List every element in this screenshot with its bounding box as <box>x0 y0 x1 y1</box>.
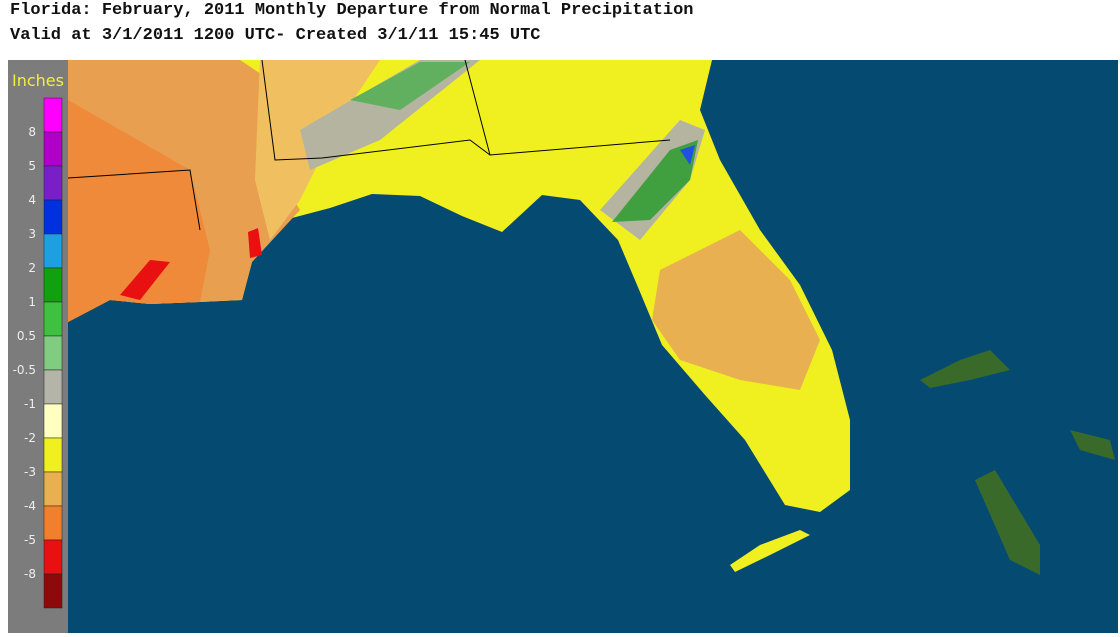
state-border <box>67 169 201 231</box>
legend-label: 0.5 <box>17 329 36 343</box>
legend-label: -4 <box>24 499 36 513</box>
gray-band <box>300 60 480 170</box>
legend-title: Inches <box>12 71 64 90</box>
orange-west-dark <box>68 100 210 322</box>
legend-swatch <box>43 471 63 507</box>
legend: 8 5 4 3 2 1 0.5 -0.5 -1 -2 -3 -4 -5 -8 <box>13 97 63 609</box>
subtitle: Valid at 3/1/2011 1200 UTC- Created 3/1/… <box>10 26 541 45</box>
red-spot <box>248 228 262 258</box>
tan-peninsula <box>652 230 820 390</box>
title: Florida: February, 2011 Monthly Departur… <box>10 1 694 20</box>
legend-swatch <box>43 403 63 439</box>
legend-swatch <box>43 369 63 405</box>
legend-label: 4 <box>28 193 36 207</box>
legend-swatch <box>43 199 63 235</box>
island <box>975 470 1040 575</box>
legend-label: -2 <box>24 431 36 445</box>
state-border <box>464 59 491 156</box>
green-band <box>612 140 698 222</box>
legend-swatch <box>43 301 63 337</box>
state-border <box>261 59 671 161</box>
red-spot <box>120 260 170 300</box>
legend-label: 2 <box>28 261 36 275</box>
keys <box>730 530 810 572</box>
legend-label: 1 <box>28 295 36 309</box>
bahamas <box>920 350 1115 575</box>
island <box>920 350 1010 388</box>
legend-label: 5 <box>28 159 36 173</box>
island <box>1070 430 1115 460</box>
legend-label: -8 <box>24 567 36 581</box>
legend-swatch <box>43 233 63 269</box>
legend-swatch <box>43 437 63 473</box>
legend-label: -5 <box>24 533 36 547</box>
legend-swatch <box>43 131 63 167</box>
legend-swatch <box>43 539 63 575</box>
legend-swatch <box>43 97 63 133</box>
legend-label: 8 <box>28 125 36 139</box>
legend-swatch <box>43 505 63 541</box>
green-band <box>350 62 470 110</box>
legend-label: -3 <box>24 465 36 479</box>
legend-swatch <box>43 165 63 201</box>
legend-label: -0.5 <box>13 363 36 377</box>
blue-spot <box>680 145 695 165</box>
legend-swatch <box>43 573 63 609</box>
legend-swatch <box>43 267 63 303</box>
land <box>67 59 850 572</box>
legend-label: -1 <box>24 397 36 411</box>
legend-label: 3 <box>28 227 36 241</box>
legend-swatch <box>43 335 63 371</box>
